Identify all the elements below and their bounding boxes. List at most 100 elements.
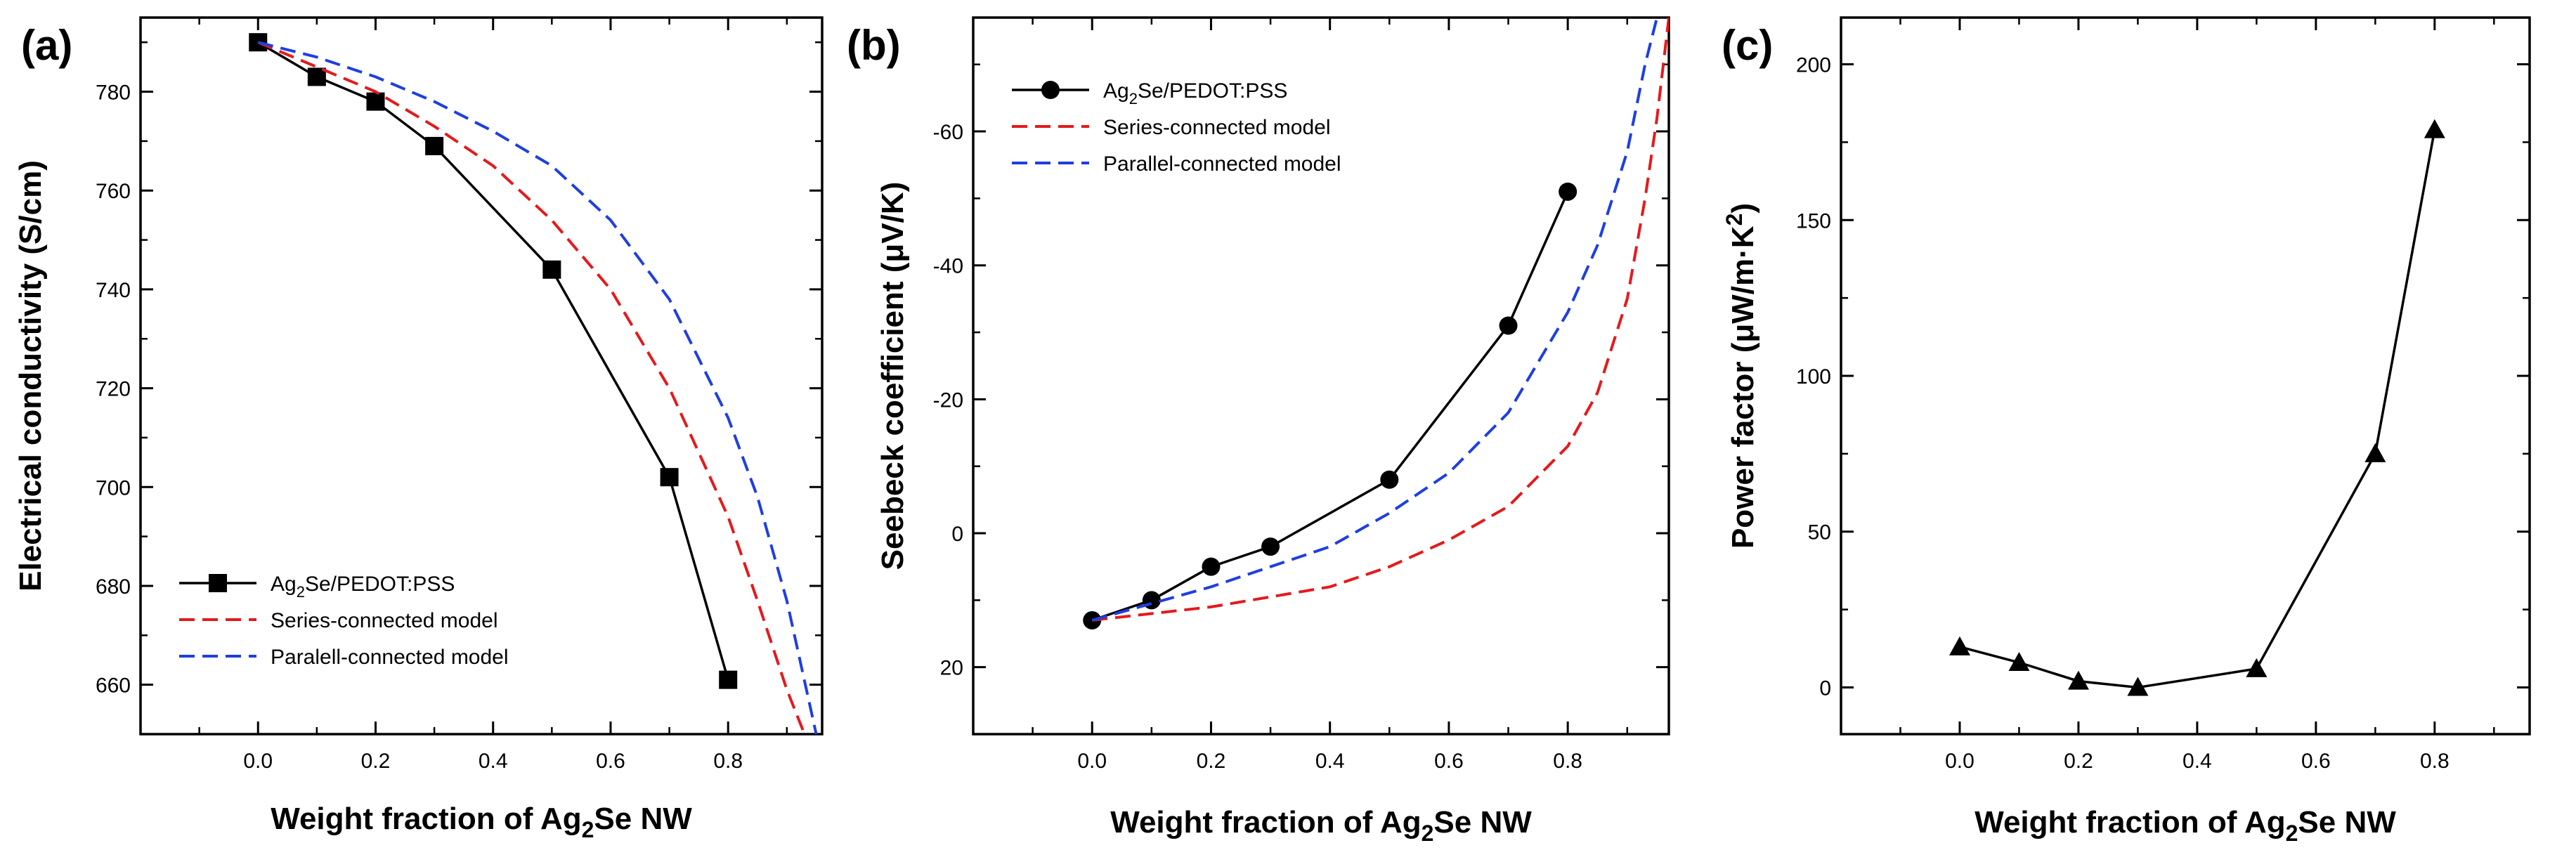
x-tick-label: 0.8 xyxy=(1553,750,1582,773)
legend-label: Series-connected model xyxy=(271,609,498,632)
data-point-triangle xyxy=(2246,658,2268,677)
y-axis-title: Power factor (μW/m·K2) xyxy=(1722,203,1760,549)
data-point-circle xyxy=(1559,182,1578,201)
y-tick-label: 680 xyxy=(96,575,131,599)
data-point-triangle xyxy=(2127,677,2149,696)
x-tick-label: 0.0 xyxy=(1945,750,1975,773)
x-tick-label: 0.8 xyxy=(713,750,743,773)
x-tick-label: 0.4 xyxy=(2183,750,2212,773)
legend: Ag2Se/PEDOT:PSS Series-connected model Par… xyxy=(1012,79,1341,176)
legend-label-part: Series-connected model xyxy=(271,609,498,632)
chart-panel-3: 0.0 0.2 0.4 0.6 0.8 0 50 100 150 200 (c) Weight fra… xyxy=(1722,16,2531,846)
legend-label: Ag2Se/PEDOT:PSS xyxy=(271,573,455,601)
data-point-square xyxy=(425,136,444,155)
series-line-2 xyxy=(257,41,806,734)
x-tick-label: 0.4 xyxy=(1315,750,1345,773)
y-tick-label: 720 xyxy=(96,378,131,401)
y-axis-title-part: ) xyxy=(1726,203,1760,214)
data-point-triangle xyxy=(2008,652,2030,671)
legend-label-part: Ag xyxy=(1103,79,1129,103)
x-tick-label: 0.6 xyxy=(2301,750,2331,773)
y-axis-title-part: Power factor (μW/m·K xyxy=(1726,226,1760,549)
legend-marker-square xyxy=(209,574,227,592)
plot-frame xyxy=(1840,16,2531,736)
y-axis-title-superscript: 2 xyxy=(1722,214,1747,226)
x-axis-title-part: Weight fraction of Ag xyxy=(271,802,581,836)
data-point-triangle xyxy=(1949,636,1970,655)
y-tick-label: -20 xyxy=(933,388,963,412)
y-tick-label: 780 xyxy=(96,81,131,105)
series-line-1 xyxy=(1959,129,2436,689)
legend-label-part: Parallel-connected model xyxy=(1103,152,1341,176)
y-axis-title: Seebeck coefficient (μV/K) xyxy=(876,182,910,570)
y-tick-label: -40 xyxy=(933,255,963,278)
series-line-3 xyxy=(257,41,818,734)
legend-label-subscript: 2 xyxy=(1129,90,1138,107)
x-axis-title: Weight fraction of Ag2Se NW xyxy=(1975,805,2396,846)
y-tick-label: 20 xyxy=(940,657,963,680)
y-axis-title: Electrical conductivity (S/cm) xyxy=(13,160,48,592)
data-point-square xyxy=(542,260,561,279)
x-axis-title-subscript: 2 xyxy=(2286,821,2298,846)
x-tick-label: 0.6 xyxy=(1434,750,1464,773)
series-line-2 xyxy=(1091,18,1669,622)
data-point-triangle xyxy=(2364,443,2386,462)
x-tick-label: 0.8 xyxy=(2420,750,2450,773)
series-line-3 xyxy=(1091,18,1659,622)
data-point-triangle xyxy=(2424,119,2445,138)
data-point-square xyxy=(719,670,738,689)
data-point-triangle xyxy=(2067,670,2089,690)
x-tick-label: 0.2 xyxy=(361,750,391,773)
y-axis-title-part: Electrical conductivity (S/cm) xyxy=(13,160,48,592)
y-tick-label: 0 xyxy=(951,523,963,546)
legend-label-part: Ag xyxy=(271,573,297,596)
panel-label: (b) xyxy=(847,22,901,69)
data-point-square xyxy=(366,92,385,111)
y-tick-label: 740 xyxy=(96,279,131,302)
y-tick-label: 0 xyxy=(1819,677,1831,700)
panel-label: (c) xyxy=(1722,22,1773,69)
x-tick-label: 0.6 xyxy=(596,750,625,773)
x-axis-title-subscript: 2 xyxy=(582,817,594,842)
legend-label-part: Series-connected model xyxy=(1103,116,1331,139)
x-axis-title-part: Weight fraction of Ag xyxy=(1975,805,2285,840)
legend-label: Paralell-connected model xyxy=(271,646,509,669)
data-point-circle xyxy=(1261,537,1280,556)
x-axis-title: Weight fraction of Ag2Se NW xyxy=(1110,805,1532,846)
data-point-square xyxy=(660,468,679,487)
y-tick-label: 100 xyxy=(1796,365,1831,388)
y-tick-label: 700 xyxy=(96,476,131,499)
chart-panel-1: 0.0 0.2 0.4 0.6 0.8 660 680 700 720 740 760 780 (a) W… xyxy=(13,16,824,842)
legend-label: Series-connected model xyxy=(1103,116,1331,139)
x-axis-title: Weight fraction of Ag2Se NW xyxy=(271,802,692,842)
series-line-1 xyxy=(1091,191,1569,622)
x-axis-title-part: Weight fraction of Ag xyxy=(1110,805,1421,840)
legend: Ag2Se/PEDOT:PSS Series-connected model Par… xyxy=(179,573,509,669)
x-tick-label: 0.2 xyxy=(2064,750,2093,773)
x-axis-title-part: Se NW xyxy=(594,802,692,836)
plot-frame xyxy=(139,16,824,736)
legend-label-part: Paralell-connected model xyxy=(271,646,509,669)
legend-label-subscript: 2 xyxy=(297,583,305,601)
data-point-circle xyxy=(1202,557,1221,576)
y-tick-label: 200 xyxy=(1796,54,1831,77)
legend-label: Ag2Se/PEDOT:PSS xyxy=(1103,79,1287,107)
y-tick-label: 760 xyxy=(96,180,131,203)
x-axis-title-part: Se NW xyxy=(2298,805,2396,840)
y-tick-label: 150 xyxy=(1796,209,1831,233)
y-tick-label: 660 xyxy=(96,674,131,698)
plot-frame xyxy=(972,16,1670,736)
legend-marker-circle xyxy=(1041,81,1060,99)
data-point-circle xyxy=(1380,470,1399,489)
panel-label: (a) xyxy=(21,22,72,69)
y-axis-title-part: Seebeck coefficient (μV/K) xyxy=(876,182,910,570)
x-tick-label: 0.0 xyxy=(243,750,273,773)
x-axis-title-subscript: 2 xyxy=(1422,821,1434,846)
x-tick-label: 0.4 xyxy=(479,750,508,773)
legend-label-part: Se/PEDOT:PSS xyxy=(305,573,455,596)
x-axis-title-part: Se NW xyxy=(1433,805,1532,840)
legend-label-part: Se/PEDOT:PSS xyxy=(1138,79,1287,103)
y-tick-label: 50 xyxy=(1808,521,1831,544)
x-tick-label: 0.2 xyxy=(1197,750,1226,773)
